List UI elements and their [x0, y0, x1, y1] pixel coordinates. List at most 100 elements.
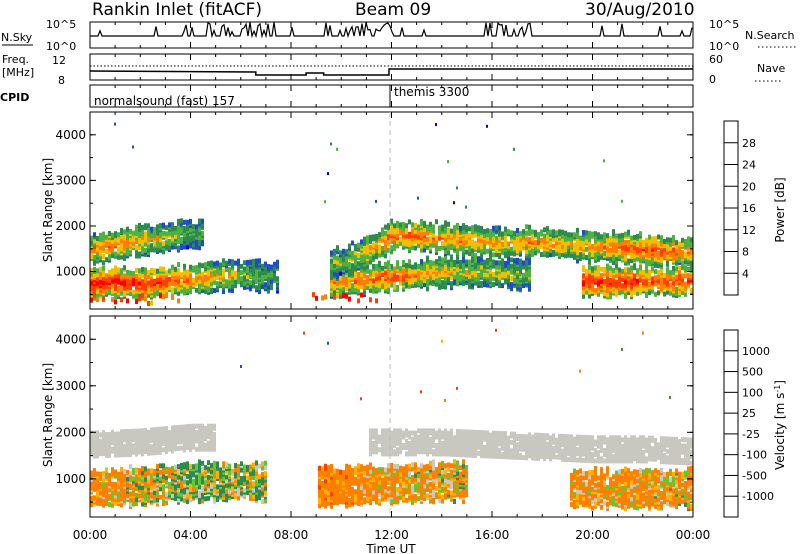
power-cell: [645, 290, 648, 296]
power-cell: [192, 234, 195, 240]
power-cell: [315, 295, 318, 301]
velocity-cell: [441, 477, 444, 483]
power-cell: [390, 245, 393, 251]
y-tick-label: 1000: [55, 265, 86, 279]
power-cell: [420, 233, 423, 239]
power-cell: [507, 259, 510, 265]
power-cell: [540, 237, 543, 243]
power-cell: [117, 246, 120, 252]
velocity-cell: [351, 491, 354, 497]
power-cell: [441, 232, 444, 238]
power-cell: [189, 285, 192, 291]
power-cell: [612, 247, 615, 253]
velocity-cell: [135, 496, 138, 502]
power-cell: [528, 282, 531, 288]
power-cell: [630, 239, 633, 245]
velocity-cell: [393, 463, 396, 469]
power-cell: [486, 278, 489, 284]
velocity-cell: [204, 464, 207, 470]
power-cell: [147, 229, 150, 235]
power-cell: [159, 223, 162, 229]
power-cell: [537, 231, 540, 237]
power-cell: [618, 275, 621, 281]
power-cell: [384, 261, 387, 267]
power-cell: [615, 256, 618, 262]
power-cell: [195, 287, 198, 293]
power-cell: [387, 268, 390, 274]
power-cell: [654, 269, 657, 275]
power-cell: [360, 257, 363, 263]
power-cell: [171, 236, 174, 242]
velocity-cell: [264, 464, 267, 470]
velocity-cell: [159, 463, 162, 469]
power-cell: [360, 292, 363, 298]
nsky-label: N.Sky: [1, 31, 33, 44]
power-cell: [531, 252, 534, 257]
power-cell: [657, 250, 660, 256]
power-cell: [522, 239, 525, 245]
power-data-layer: [90, 122, 693, 306]
y-tick-label: 2000: [55, 219, 86, 233]
power-cell: [165, 270, 168, 276]
velocity-cell: [150, 478, 153, 484]
power-cell: [174, 234, 177, 240]
power-cell: [354, 258, 357, 264]
power-cell: [627, 229, 630, 235]
velocity-cell: [366, 477, 369, 483]
velocity-cell: [411, 489, 414, 495]
power-cell: [480, 280, 483, 286]
velocity-cell: [261, 486, 264, 492]
power-cell: [342, 286, 345, 292]
velocity-cell: [453, 459, 456, 465]
power-cell: [621, 277, 624, 283]
power-cell: [633, 263, 636, 269]
power-cell: [375, 233, 378, 239]
velocity-cell: [375, 468, 378, 474]
velocity-cell: [141, 489, 144, 494]
power-cell: [666, 273, 669, 279]
power-cell: [402, 270, 405, 276]
velocity-cell: [231, 487, 234, 493]
power-cell: [216, 260, 219, 266]
power-cell: [132, 281, 135, 287]
power-cell: [345, 265, 348, 271]
velocity-cell: [354, 476, 357, 482]
power-cell: [597, 285, 600, 291]
y-tick-label: 4000: [55, 128, 86, 142]
power-cell: [129, 278, 132, 284]
power-cell: [570, 253, 573, 258]
power-cell: [462, 229, 465, 235]
velocity-cell: [330, 464, 333, 469]
power-cell: [588, 279, 591, 285]
power-cell: [489, 229, 492, 234]
velocity-cell: [402, 466, 405, 472]
power-cell: [396, 274, 399, 280]
velocity-cell: [354, 466, 357, 472]
power-cell: [603, 232, 606, 238]
power-cell: [165, 282, 168, 288]
velocity-cell: [165, 466, 168, 472]
power-cell: [582, 265, 585, 271]
velocity-cell: [369, 483, 372, 489]
power-cell: [504, 230, 507, 236]
velocity-cell: [144, 466, 147, 472]
power-cell: [333, 248, 336, 254]
power-cell: [114, 281, 117, 287]
power-cell: [114, 299, 117, 305]
power-cell: [480, 256, 483, 262]
velocity-cell: [426, 487, 429, 492]
power-cell: [492, 252, 495, 258]
velocity-cell: [243, 474, 246, 480]
power-cell: [153, 278, 156, 284]
power-cell: [174, 225, 177, 231]
power-cell: [687, 273, 690, 279]
power-cell: [90, 280, 93, 286]
power-cell: [651, 276, 654, 282]
power-cell: [459, 244, 462, 250]
velocity-cell: [432, 497, 435, 503]
power-cell: [339, 289, 342, 295]
velocity-cell: [189, 497, 192, 503]
power-cell: [210, 260, 213, 266]
power-cell: [135, 274, 138, 279]
